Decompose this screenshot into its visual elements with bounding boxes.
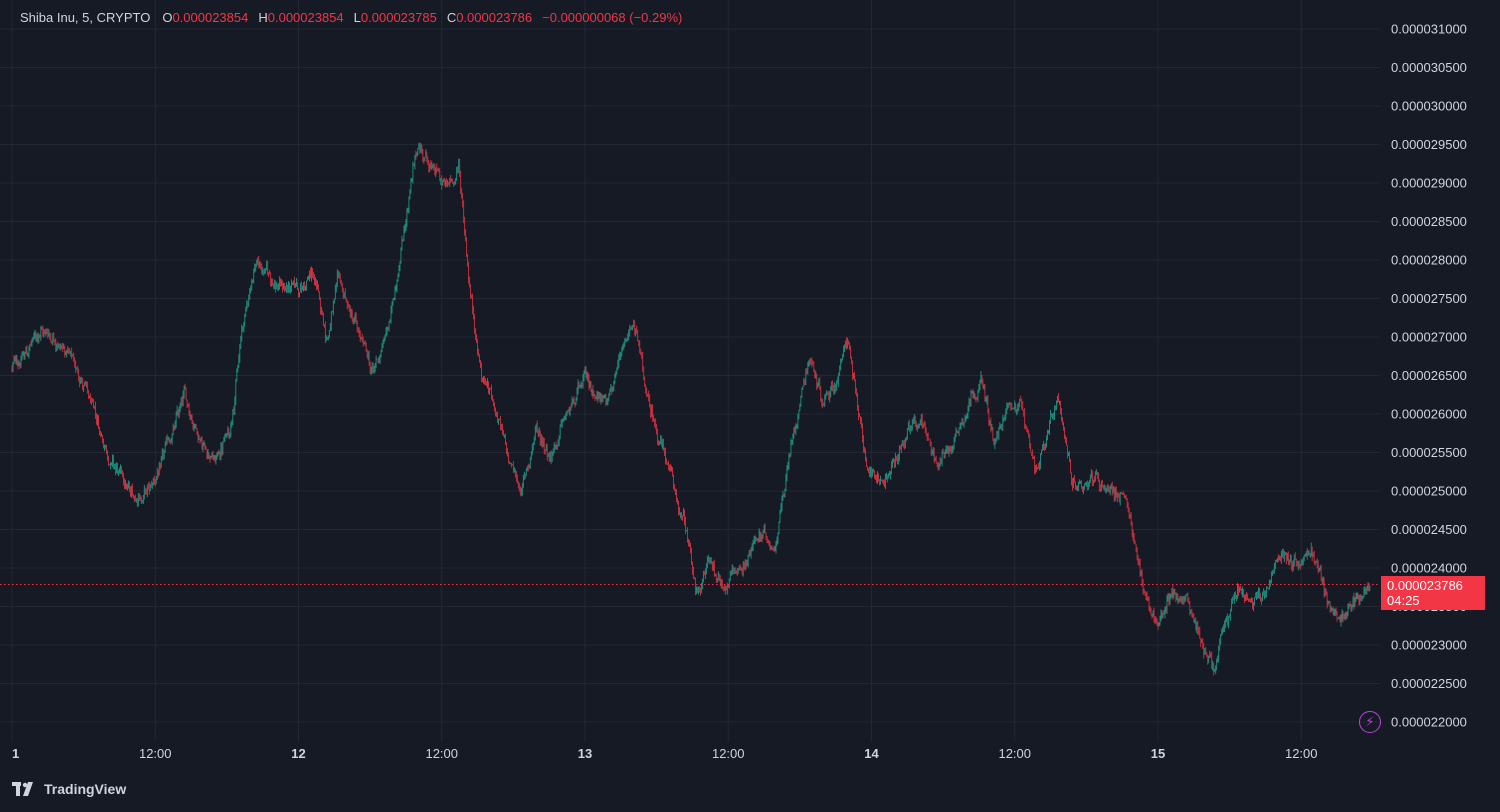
- last-price-tag: 0.000023786 04:25: [1381, 576, 1485, 610]
- x-tick-label: 12:00: [998, 746, 1031, 761]
- bar-countdown: 04:25: [1387, 593, 1420, 608]
- x-tick-label: 15: [1151, 746, 1165, 761]
- y-tick-label: 0.000030500: [1391, 60, 1467, 75]
- x-tick-label: 12:00: [712, 746, 745, 761]
- flash-icon[interactable]: ⚡: [1359, 711, 1381, 733]
- footer-bar: [0, 769, 1500, 807]
- x-tick-label: 12: [291, 746, 305, 761]
- y-tick-label: 0.000022500: [1391, 676, 1467, 691]
- y-tick-label: 0.000024000: [1391, 561, 1467, 576]
- y-tick-label: 0.000027500: [1391, 291, 1467, 306]
- y-tick-label: 0.000030000: [1391, 99, 1467, 114]
- y-tick-label: 0.000029000: [1391, 176, 1467, 191]
- open-value: 0.000023854: [172, 10, 249, 25]
- y-tick-label: 0.000022000: [1391, 715, 1467, 730]
- y-tick-label: 0.000024500: [1391, 522, 1467, 537]
- y-tick-label: 0.000028500: [1391, 214, 1467, 229]
- close-value: 0.000023786: [456, 10, 533, 25]
- y-tick-label: 0.000026500: [1391, 368, 1467, 383]
- x-tick-label: 12:00: [425, 746, 458, 761]
- tradingview-icon: [12, 782, 33, 796]
- y-tick-label: 0.000029500: [1391, 137, 1467, 152]
- x-tick-label: 13: [578, 746, 592, 761]
- low-label: L: [353, 10, 361, 25]
- high-label: H: [258, 10, 268, 25]
- candles: [11, 142, 1371, 676]
- x-tick-label: 12:00: [1285, 746, 1318, 761]
- price-axis[interactable]: 0.000031000 0.000030500 0.000030000 0.00002…: [1391, 22, 1467, 730]
- time-axis[interactable]: 1 12:00 12 12:00 13 12:00 14 12:00 15 12:00: [12, 746, 1318, 761]
- high-value: 0.000023854: [267, 10, 344, 25]
- y-tick-label: 0.000027000: [1391, 330, 1467, 345]
- ohlc-legend: Shiba Inu, 5, CRYPTO O 0.000023854 H 0.0…: [20, 10, 682, 25]
- last-price-value: 0.000023786: [1387, 578, 1463, 593]
- x-tick-label: 14: [864, 746, 879, 761]
- low-value: 0.000023785: [360, 10, 437, 25]
- y-tick-label: 0.000031000: [1391, 22, 1467, 37]
- symbol-label[interactable]: Shiba Inu, 5, CRYPTO: [20, 10, 151, 25]
- y-tick-label: 0.000025500: [1391, 445, 1467, 460]
- close-label: C: [446, 10, 457, 25]
- brand-name: TradingView: [44, 781, 127, 797]
- y-tick-label: 0.000028000: [1391, 253, 1467, 268]
- x-tick-label: 12:00: [139, 746, 172, 761]
- y-tick-label: 0.000025000: [1391, 484, 1467, 499]
- tradingview-logo[interactable]: TradingView: [12, 781, 126, 797]
- change-value: −0.000000068 (−0.29%): [542, 10, 683, 25]
- x-tick-label: 1: [12, 746, 19, 761]
- y-tick-label: 0.000026000: [1391, 407, 1467, 422]
- grid-lines: [0, 0, 1380, 742]
- y-tick-label: 0.000023000: [1391, 638, 1467, 653]
- open-label: O: [162, 10, 173, 25]
